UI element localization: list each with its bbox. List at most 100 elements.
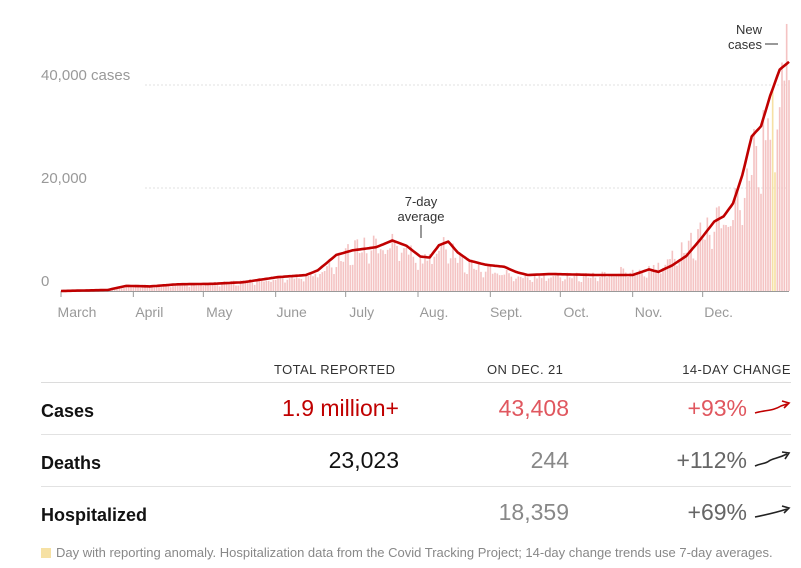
- case-bar: [515, 278, 517, 291]
- case-bar: [155, 286, 158, 291]
- case-bar: [690, 232, 692, 291]
- case-bar: [510, 276, 513, 291]
- case-bar: [694, 260, 697, 291]
- case-bar: [300, 278, 303, 291]
- case-bar: [293, 278, 296, 291]
- case-bar: [538, 274, 541, 291]
- case-bar: [608, 276, 611, 291]
- case-bar: [384, 253, 387, 291]
- case-bar: [295, 274, 298, 291]
- case-bar: [697, 229, 699, 291]
- case-bar: [671, 250, 674, 291]
- case-bar: [209, 284, 212, 291]
- case-bar: [200, 284, 202, 291]
- case-bar: [580, 282, 583, 291]
- case-bar: [615, 275, 618, 291]
- case-bar: [365, 253, 368, 291]
- case-bar: [284, 282, 286, 291]
- case-bar: [708, 234, 711, 291]
- case-bar: [130, 286, 132, 291]
- case-bar: [783, 80, 786, 291]
- case-bar: [701, 238, 704, 291]
- case-bar: [265, 280, 268, 291]
- case-bar: [662, 267, 664, 291]
- case-bar: [659, 273, 662, 291]
- case-bar: [531, 281, 534, 291]
- case-bar: [377, 253, 380, 291]
- case-bar: [524, 274, 527, 291]
- case-bar: [174, 285, 177, 291]
- case-bar: [578, 281, 580, 291]
- case-bar: [596, 281, 599, 291]
- case-bar: [139, 287, 142, 291]
- seven-day-average-line: [60, 60, 790, 293]
- case-bar: [769, 139, 772, 291]
- case-bar: [554, 275, 557, 291]
- case-bar: [573, 274, 576, 291]
- case-bar: [428, 254, 431, 291]
- case-bar: [351, 264, 354, 291]
- case-bar: [391, 233, 394, 291]
- case-bar: [431, 263, 433, 291]
- case-bar: [442, 237, 445, 291]
- case-bar: [232, 280, 235, 291]
- new-cases-annotation: New cases: [728, 22, 778, 52]
- case-bar: [501, 275, 503, 291]
- case-bar: [566, 272, 569, 291]
- case-bar: [627, 276, 629, 291]
- case-bar: [356, 239, 359, 291]
- case-bar: [676, 265, 678, 291]
- case-bar: [188, 286, 191, 291]
- case-bar: [141, 286, 144, 291]
- case-bar: [326, 266, 328, 291]
- case-bar: [746, 168, 748, 291]
- case-bar: [249, 279, 251, 291]
- case-bar: [732, 220, 734, 291]
- case-bar: [316, 277, 319, 291]
- case-bar: [132, 286, 135, 291]
- case-bar: [228, 284, 230, 291]
- x-tick-label: June: [276, 304, 307, 320]
- stats-row-cases: Cases 1.9 million+ 43,408 +93%: [41, 383, 791, 435]
- case-bar: [193, 284, 195, 291]
- case-bar: [410, 245, 412, 291]
- case-bar: [557, 272, 559, 291]
- case-bar: [435, 253, 438, 291]
- case-bar: [764, 140, 767, 291]
- case-bar: [127, 285, 130, 291]
- case-bar: [153, 286, 156, 291]
- stats-table: TOTAL REPORTED ON DEC. 21 14-DAY CHANGE …: [41, 358, 791, 538]
- chart-gridlines: [145, 84, 789, 189]
- case-bar: [361, 252, 363, 291]
- case-bar: [417, 269, 419, 291]
- case-bar: [398, 260, 401, 291]
- case-bar: [272, 280, 275, 291]
- stats-row-hospitalized: Hospitalized 18,359 +69%: [41, 487, 791, 538]
- case-bar: [412, 256, 415, 291]
- new-cases-annotation-line1: New: [736, 22, 763, 37]
- case-bar: [634, 272, 636, 291]
- new-cases-annotation-line2: cases: [728, 37, 762, 52]
- case-bar: [466, 273, 468, 291]
- anomaly-swatch: [41, 548, 51, 558]
- x-tick-label: Dec.: [704, 304, 733, 320]
- case-bar: [151, 286, 153, 291]
- case-bar: [445, 249, 447, 291]
- case-bar: [337, 252, 340, 291]
- case-bar: [673, 258, 676, 291]
- case-bar: [468, 259, 471, 291]
- case-bar: [162, 284, 165, 291]
- case-bar: [489, 266, 492, 291]
- case-bar: [692, 258, 695, 291]
- average-annotation: 7-day average: [398, 194, 444, 238]
- case-bar: [722, 224, 725, 291]
- case-bar: [120, 288, 123, 291]
- x-tick-label: May: [206, 304, 232, 320]
- case-bar: [342, 261, 345, 291]
- case-bar: [456, 262, 459, 291]
- case-bar: [613, 276, 615, 291]
- case-bar: [526, 277, 529, 291]
- case-bar: [645, 277, 648, 291]
- case-bar: [281, 278, 284, 291]
- cases-change: +93%: [687, 395, 747, 421]
